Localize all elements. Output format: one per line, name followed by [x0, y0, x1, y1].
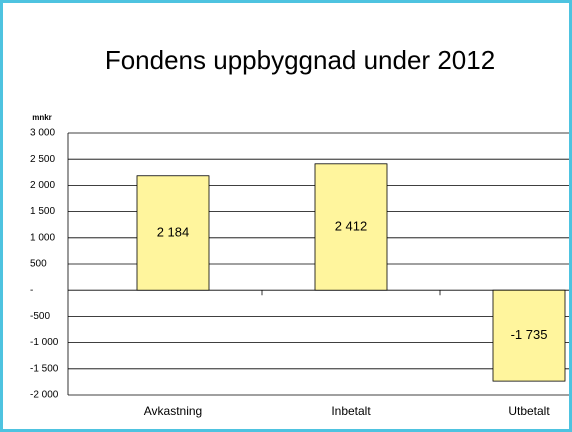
y-tick-label: - — [30, 285, 33, 296]
y-tick-label: 1 000 — [30, 232, 55, 243]
chart-title: Fondens uppbyggnad under 2012 — [105, 45, 495, 75]
y-tick-label: 2 000 — [30, 180, 55, 191]
x-tick-label: Avkastning — [144, 404, 202, 418]
y-tick-label: 3 000 — [30, 128, 55, 139]
data-label: -1 735 — [511, 327, 548, 342]
y-tick-label: 1 500 — [30, 206, 55, 217]
bar — [492, 289, 566, 382]
bar — [314, 163, 388, 291]
y-axis-label: mnkr — [32, 113, 52, 122]
y-tick-label: 500 — [30, 259, 47, 270]
y-tick-label: 2 500 — [30, 154, 55, 165]
data-label: 2 184 — [157, 224, 190, 239]
y-tick-label: -2 000 — [30, 390, 59, 401]
y-tick-label: -500 — [30, 311, 50, 322]
x-tick-label: Inbetalt — [331, 404, 371, 418]
x-tick-label: Utbetalt — [508, 404, 550, 418]
y-tick-label: -1 500 — [30, 363, 59, 374]
bar — [136, 175, 210, 291]
data-label: 2 412 — [335, 218, 368, 233]
y-tick-label: -1 000 — [30, 337, 59, 348]
